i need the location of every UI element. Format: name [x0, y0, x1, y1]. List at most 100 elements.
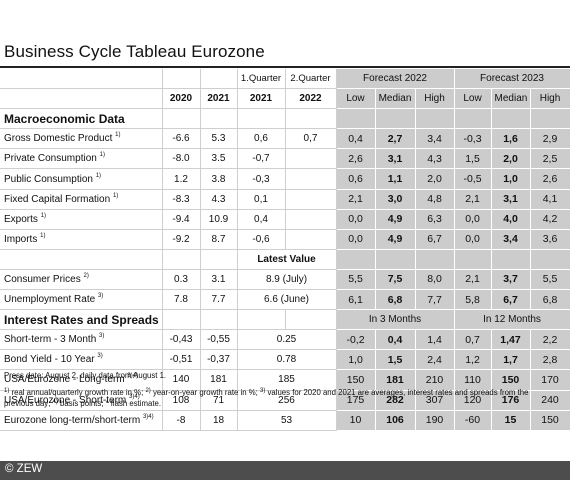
table-cell [375, 108, 416, 130]
latest-value: 8.9 (July) [237, 269, 337, 291]
row-label: Imports [4, 233, 38, 245]
footnote-marker: 1) [95, 172, 102, 179]
value-2020: 140 [162, 369, 201, 391]
f23-low: 5,8 [454, 289, 492, 311]
f23-median: 1,0 [491, 168, 531, 190]
table-cell [491, 249, 531, 270]
latest-value: 185 [237, 369, 337, 391]
row-label-cell: Imports 1) [0, 229, 163, 250]
f22-median: 4,9 [375, 209, 416, 230]
row-label-cell: Consumer Prices 2) [0, 269, 163, 291]
table-cell [285, 108, 337, 130]
row-label-cell: USA/Eurozone - Short-term 3)4) [0, 390, 163, 411]
table-cell [200, 108, 238, 130]
value-2020: -8.0 [162, 148, 201, 170]
row-label: Private Consumption [4, 153, 97, 165]
header-blank [200, 69, 238, 90]
header-forecast-2023: Forecast 2023 [454, 69, 570, 90]
f23-high: 2,5 [530, 148, 570, 170]
value-q2 [285, 168, 337, 190]
table-cell [162, 309, 201, 331]
table-row: Unemployment Rate 3) 7.8 7.7 6.6 (June) 6,1 6… [0, 289, 570, 311]
value-2021: 181 [200, 369, 238, 391]
f23-low: 2,1 [454, 269, 492, 291]
footnote-marker: 1) [99, 152, 105, 159]
table-cell [200, 249, 238, 270]
f22-median: 4,9 [375, 229, 416, 250]
footnote-marker: 3) [97, 353, 103, 360]
f23-high: 2,9 [530, 128, 570, 150]
m12-low: 0,7 [454, 329, 492, 351]
row-label: Unemployment Rate [4, 294, 96, 306]
table-row: Fixed Capital Formation 1) -8.3 4.3 0,1 2,1 3… [0, 189, 570, 210]
value-2020: 7.8 [162, 289, 201, 311]
m12-high: 170 [530, 369, 570, 391]
header-blank [162, 69, 201, 90]
f23-low: 0,0 [454, 229, 492, 250]
table-cell [162, 249, 201, 270]
header-in-12-months: In 12 Months [454, 309, 570, 331]
value-2020: -8 [162, 410, 201, 431]
value-q1: 0,6 [237, 128, 286, 150]
value-2021: 18 [200, 410, 238, 431]
m12-low: 110 [454, 369, 492, 391]
f22-median: 7,5 [375, 269, 416, 291]
table-row: Exports 1) -9.4 10.9 0,4 0,0 4,9 6,3 0,0 4,0 4,2 [0, 209, 570, 230]
m12-low: 1,2 [454, 349, 492, 371]
latest-value-label: Latest Value [237, 249, 337, 270]
latest-value-header: Latest Value [0, 249, 570, 270]
footnote-marker: 1) [115, 132, 121, 139]
value-2020: -9.4 [162, 209, 201, 230]
table-cell [454, 108, 492, 130]
table-cell [285, 309, 337, 331]
f22-high: 8,0 [415, 269, 455, 291]
row-label-cell: Fixed Capital Formation 1) [0, 189, 163, 210]
table-row: Gross Domestic Product 1) -6.6 5.3 0,6 0,7 0,… [0, 128, 570, 150]
header-blank [0, 69, 163, 90]
f22-high: 6,7 [415, 229, 455, 250]
table-cell [336, 108, 376, 130]
value-2021: 10.9 [200, 209, 238, 230]
value-q2 [285, 189, 337, 210]
f22-low: 5,5 [336, 269, 376, 291]
m3-low: 175 [336, 390, 376, 411]
section-title-rates: Interest Rates and Spreads [0, 309, 163, 331]
value-2020: 0.3 [162, 269, 201, 291]
copyright-bar: © ZEW [0, 461, 570, 480]
f22-median: 6,8 [375, 289, 416, 311]
value-2021: 71 [200, 390, 238, 411]
value-q2: 0,7 [285, 128, 337, 150]
table-row: Bond Yield - 10 Year 3) -0,51 -0,37 0.78 1,0… [0, 349, 570, 371]
value-q1: 0,4 [237, 209, 286, 230]
row-label: Public Consumption [4, 173, 93, 185]
f23-low: -0,3 [454, 128, 492, 150]
m3-high: 307 [415, 390, 455, 411]
m12-median: 1,7 [491, 349, 531, 371]
row-label-cell: USA/Eurozone - Long-term 3)4) [0, 369, 163, 391]
row-label-cell: Exports 1) [0, 209, 163, 230]
value-2021: 3.1 [200, 269, 238, 291]
f22-high: 2,0 [415, 168, 455, 190]
row-label-cell: Eurozone long-term/short-term 3)4) [0, 410, 163, 431]
value-2020: -0,43 [162, 329, 201, 351]
header-q1: 1.Quarter [237, 69, 286, 90]
value-2020: -8.3 [162, 189, 201, 210]
m3-high: 2,4 [415, 349, 455, 371]
m3-median: 282 [375, 390, 416, 411]
f22-low: 0,4 [336, 128, 376, 150]
m3-high: 1,4 [415, 329, 455, 351]
latest-value: 256 [237, 390, 337, 411]
f22-median: 2,7 [375, 128, 416, 150]
value-q1: -0,6 [237, 229, 286, 250]
m3-median: 0,4 [375, 329, 416, 351]
f23-median: 3,4 [491, 229, 531, 250]
f22-high: 4,3 [415, 148, 455, 170]
value-q2 [285, 209, 337, 230]
title-rule [0, 66, 570, 68]
header-forecast-2022: Forecast 2022 [336, 69, 455, 90]
header-col: Low [454, 88, 492, 110]
f23-median: 1,6 [491, 128, 531, 150]
table-cell [162, 108, 201, 130]
footnote-marker: 3) [97, 293, 104, 300]
value-2020: 1.2 [162, 168, 201, 190]
